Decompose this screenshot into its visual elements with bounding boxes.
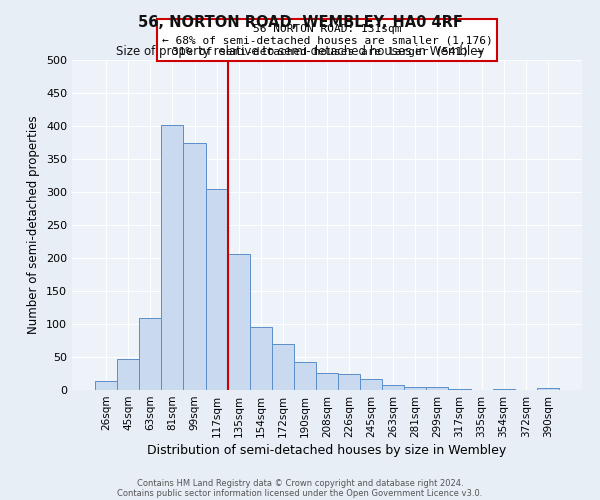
Bar xyxy=(206,188,227,390)
Text: 56 NORTON ROAD: 131sqm
← 68% of semi-detached houses are smaller (1,176)
31% of : 56 NORTON ROAD: 131sqm ← 68% of semi-det… xyxy=(161,24,493,56)
Bar xyxy=(382,384,404,390)
X-axis label: Distribution of semi-detached houses by size in Wembley: Distribution of semi-detached houses by … xyxy=(148,444,506,457)
Bar xyxy=(139,318,161,390)
Bar xyxy=(227,254,250,390)
Y-axis label: Number of semi-detached properties: Number of semi-detached properties xyxy=(28,116,40,334)
Text: Contains HM Land Registry data © Crown copyright and database right 2024.: Contains HM Land Registry data © Crown c… xyxy=(137,478,463,488)
Bar xyxy=(117,359,139,390)
Bar xyxy=(294,362,316,390)
Text: Contains public sector information licensed under the Open Government Licence v3: Contains public sector information licen… xyxy=(118,488,482,498)
Bar xyxy=(161,126,184,390)
Bar xyxy=(537,388,559,390)
Bar xyxy=(360,380,382,390)
Bar xyxy=(272,344,294,390)
Bar xyxy=(184,142,206,390)
Bar xyxy=(338,374,360,390)
Text: 56, NORTON ROAD, WEMBLEY, HA0 4RF: 56, NORTON ROAD, WEMBLEY, HA0 4RF xyxy=(137,15,463,30)
Text: Size of property relative to semi-detached houses in Wembley: Size of property relative to semi-detach… xyxy=(116,45,484,58)
Bar xyxy=(95,382,117,390)
Bar xyxy=(427,388,448,390)
Bar xyxy=(250,328,272,390)
Bar xyxy=(404,386,427,390)
Bar xyxy=(316,373,338,390)
